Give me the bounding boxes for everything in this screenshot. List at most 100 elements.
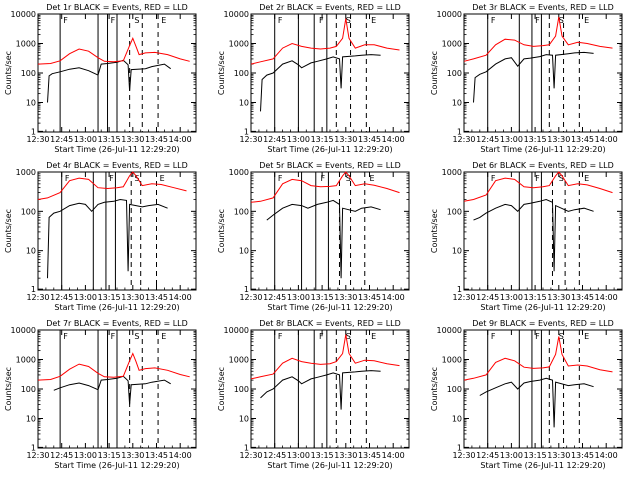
x-axis-label: Start Time (26-Jul-11 12:29:20) (267, 461, 392, 470)
y-tick-label: 1000 (442, 40, 462, 49)
x-tick-label: 13:15 (524, 451, 547, 460)
x-tick-label: 12:30 (239, 451, 262, 460)
series-line-events (260, 370, 381, 410)
chart-panel-8: Det 8r BLACK = Events, RED = LLD 1 10 100 10… (217, 319, 410, 470)
chart-title: Det 3r BLACK = Events, RED = LLD (472, 3, 614, 12)
x-tick-label: 14:00 (382, 451, 405, 460)
region-label-4: E (160, 174, 165, 183)
y-tick-label: 1 (244, 127, 249, 136)
x-tick-label: 13:45 (145, 293, 168, 302)
x-tick-label: 13:30 (121, 135, 144, 144)
y-tick-label: 10 (26, 99, 36, 108)
region-label-2: F (319, 332, 324, 341)
x-tick-label: 13:15 (98, 293, 121, 302)
region-label-4: E (584, 174, 589, 183)
y-tick-label: 1 (244, 443, 249, 452)
x-tick-label: 13:30 (547, 135, 570, 144)
x-tick-label: 12:45 (50, 135, 73, 144)
region-label-2: F (321, 174, 326, 183)
x-tick-label: 12:30 (452, 293, 475, 302)
x-axis-label: Start Time (26-Jul-11 12:29:20) (267, 303, 392, 312)
x-tick-label: 13:15 (98, 135, 121, 144)
x-tick-label: 12:45 (476, 135, 499, 144)
x-tick-label: 13:30 (334, 293, 357, 302)
x-tick-label: 13:00 (500, 293, 523, 302)
region-label-3: S (559, 332, 564, 341)
y-tick-label: 1 (31, 127, 36, 136)
x-tick-label: 14:00 (595, 135, 618, 144)
x-tick-label: 13:45 (358, 451, 381, 460)
x-tick-label: 12:30 (26, 451, 49, 460)
chart-title: Det 6r BLACK = Events, RED = LLD (472, 161, 614, 170)
region-label-3: S (134, 332, 139, 341)
x-tick-label: 13:15 (311, 135, 334, 144)
region-label-3: S (134, 174, 139, 183)
x-axis-label: Start Time (26-Jul-11 12:29:20) (480, 303, 605, 312)
y-tick-label: 10 (26, 415, 36, 424)
y-tick-label: 10 (239, 415, 249, 424)
region-label-4: E (161, 332, 166, 341)
x-tick-label: 12:45 (476, 293, 499, 302)
region-label-4: E (371, 16, 376, 25)
x-tick-label: 13:30 (547, 293, 570, 302)
region-label-1: F (491, 16, 496, 25)
series-line-lld (37, 171, 187, 200)
y-tick-label: 1 (31, 443, 36, 452)
y-tick-label: 10000 (224, 10, 249, 19)
x-tick-label: 13:00 (287, 451, 310, 460)
y-tick-label: 1000 (229, 168, 249, 177)
region-label-3: S (559, 16, 564, 25)
series-line-lld (463, 336, 613, 381)
x-tick-label: 12:45 (50, 293, 73, 302)
y-tick-label: 1 (457, 127, 462, 136)
region-label-1: F (65, 174, 70, 183)
x-tick-label: 14:00 (169, 135, 192, 144)
y-tick-label: 100 (447, 207, 462, 216)
y-axis-label: Counts/sec (217, 51, 226, 95)
y-tick-label: 100 (447, 385, 462, 394)
chart-panel-6: Det 6r BLACK = Events, RED = LLD 1 10 100 10… (430, 161, 623, 312)
x-tick-label: 12:30 (26, 293, 49, 302)
chart-title: Det 2r BLACK = Events, RED = LLD (259, 3, 401, 12)
series-line-events (53, 375, 171, 405)
x-tick-label: 13:30 (121, 451, 144, 460)
y-tick-label: 10 (452, 247, 462, 256)
x-tick-label: 14:00 (382, 293, 405, 302)
x-tick-label: 12:45 (263, 293, 286, 302)
chart-title: Det 7r BLACK = Events, RED = LLD (46, 319, 188, 328)
x-tick-label: 13:30 (121, 293, 144, 302)
region-label-2: F (109, 174, 114, 183)
x-axis-label: Start Time (26-Jul-11 12:29:20) (54, 461, 179, 470)
y-axis-label: Counts/sec (4, 367, 13, 411)
x-tick-label: 13:00 (74, 135, 97, 144)
region-label-1: F (63, 16, 68, 25)
y-tick-label: 10000 (437, 326, 462, 335)
x-axis-label: Start Time (26-Jul-11 12:29:20) (54, 303, 179, 312)
y-tick-label: 1000 (16, 356, 36, 365)
x-tick-label: 12:30 (452, 135, 475, 144)
x-tick-label: 12:30 (239, 293, 262, 302)
y-axis-label: Counts/sec (430, 209, 439, 253)
x-axis-label: Start Time (26-Jul-11 12:29:20) (480, 145, 605, 154)
y-axis-label: Counts/sec (430, 367, 439, 411)
x-tick-label: 12:30 (452, 451, 475, 460)
x-tick-label: 13:45 (571, 451, 594, 460)
region-label-2: F (111, 16, 116, 25)
y-tick-label: 1000 (229, 356, 249, 365)
region-label-2: F (535, 174, 540, 183)
series-line-lld (463, 171, 613, 202)
y-axis-label: Counts/sec (4, 209, 13, 253)
series-line-lld (250, 18, 400, 65)
x-tick-label: 13:30 (547, 451, 570, 460)
x-tick-label: 13:30 (334, 135, 357, 144)
y-tick-label: 100 (21, 207, 36, 216)
x-tick-label: 13:45 (358, 293, 381, 302)
chart-panel-3: Det 3r BLACK = Events, RED = LLD 1 10 100 10… (430, 3, 623, 154)
x-tick-label: 12:45 (476, 451, 499, 460)
chart-panel-1: Det 1r BLACK = Events, RED = LLD 1 10 100 10… (4, 3, 197, 154)
region-label-1: F (491, 332, 496, 341)
series-line-events (266, 199, 381, 279)
x-tick-label: 13:15 (311, 293, 334, 302)
series-line-events (473, 198, 594, 272)
